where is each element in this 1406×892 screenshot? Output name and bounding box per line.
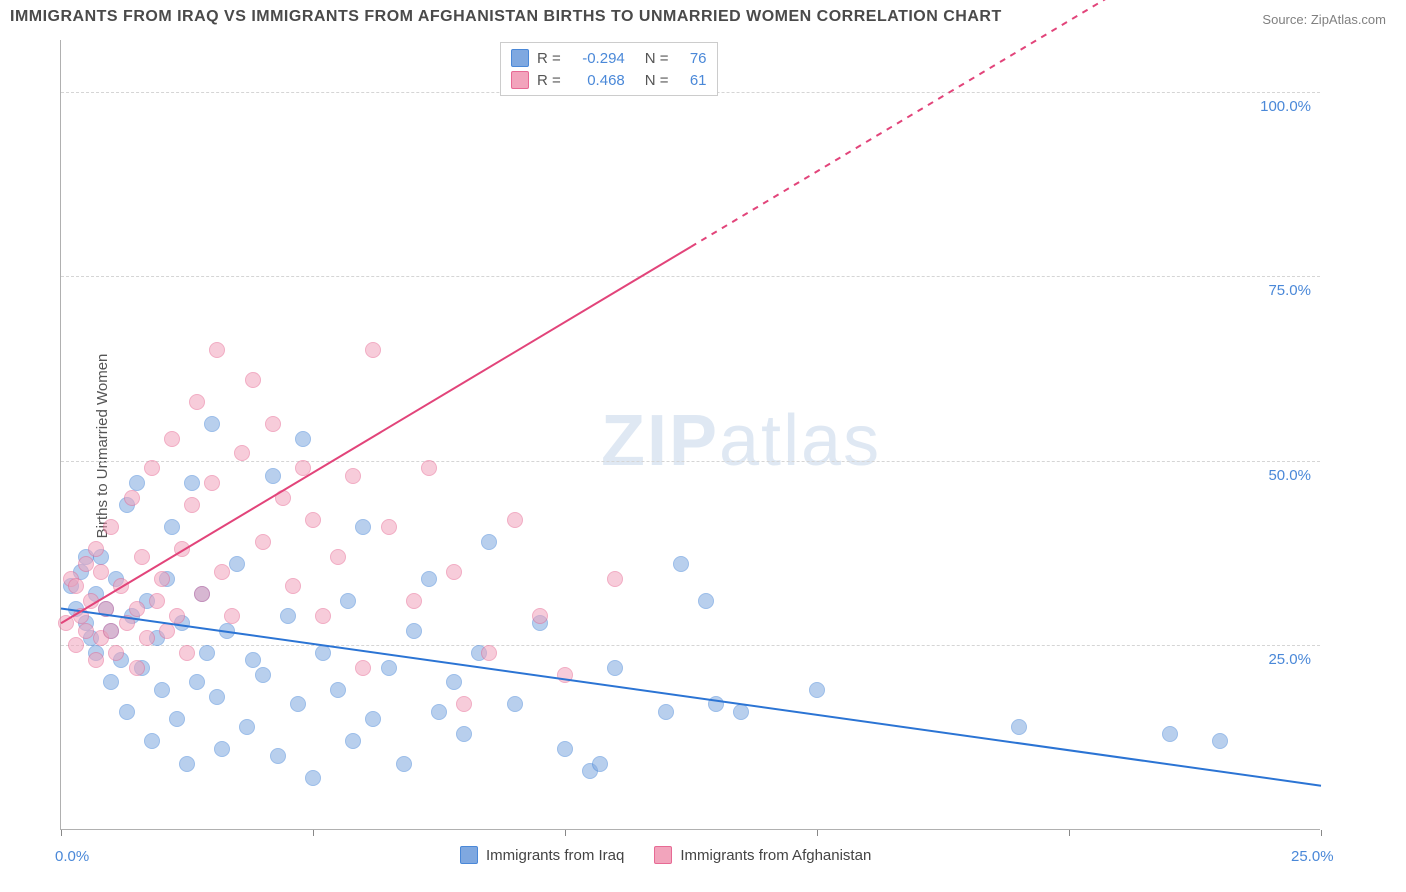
legend-swatch [511, 71, 529, 89]
trend-line [61, 609, 1321, 786]
n-label: N = [645, 72, 669, 89]
r-value: 0.468 [569, 72, 625, 89]
legend-swatch [654, 846, 672, 864]
x-tick-mark [565, 830, 566, 836]
source-name: ZipAtlas.com [1311, 12, 1386, 27]
r-label: R = [537, 72, 561, 89]
plot-area: ZIPatlas 25.0%50.0%75.0%100.0%0.0%25.0% [60, 40, 1320, 830]
chart-title: IMMIGRANTS FROM IRAQ VS IMMIGRANTS FROM … [10, 8, 1002, 26]
trendlines-layer [61, 40, 1321, 830]
n-value: 76 [677, 50, 707, 67]
legend-label: Immigrants from Iraq [486, 847, 624, 864]
legend-item: Immigrants from Iraq [460, 846, 624, 864]
x-tick-mark [313, 830, 314, 836]
source-attribution: Source: ZipAtlas.com [1262, 12, 1386, 27]
trend-line-dashed [691, 0, 1321, 247]
source-label: Source: [1262, 12, 1307, 27]
legend-label: Immigrants from Afghanistan [680, 847, 871, 864]
x-tick-mark [1321, 830, 1322, 836]
legend-swatch [511, 49, 529, 67]
legend-series: Immigrants from Iraq Immigrants from Afgh… [460, 846, 871, 864]
trend-line [61, 247, 691, 624]
r-label: R = [537, 50, 561, 67]
x-tick-label: 25.0% [1291, 848, 1334, 865]
legend-stats-box: R = -0.294 N = 76 R = 0.468 N = 61 [500, 42, 718, 96]
legend-swatch [460, 846, 478, 864]
x-tick-mark [61, 830, 62, 836]
r-value: -0.294 [569, 50, 625, 67]
n-value: 61 [677, 72, 707, 89]
x-tick-mark [1069, 830, 1070, 836]
x-tick-label: 0.0% [55, 848, 89, 865]
legend-stat-row: R = -0.294 N = 76 [511, 47, 707, 69]
scatter-chart: ZIPatlas 25.0%50.0%75.0%100.0%0.0%25.0% … [60, 40, 1380, 830]
x-tick-mark [817, 830, 818, 836]
n-label: N = [645, 50, 669, 67]
legend-stat-row: R = 0.468 N = 61 [511, 69, 707, 91]
legend-item: Immigrants from Afghanistan [654, 846, 871, 864]
